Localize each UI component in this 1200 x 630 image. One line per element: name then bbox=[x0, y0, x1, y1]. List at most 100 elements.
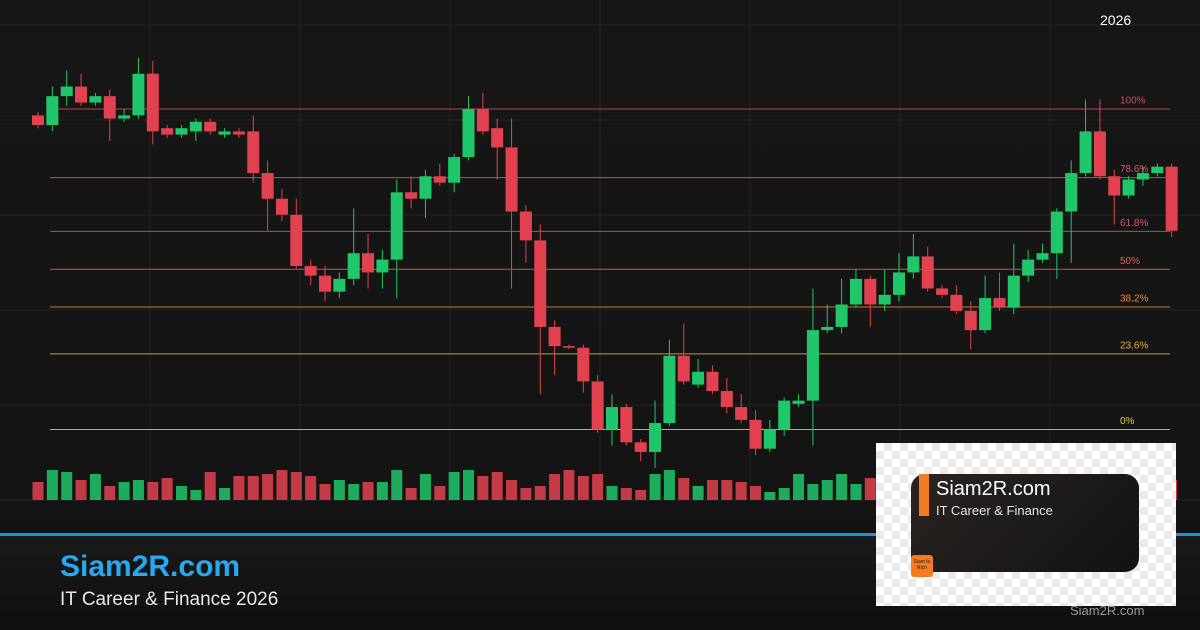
candle-body bbox=[204, 121, 217, 132]
logo-title: Siam2R.com bbox=[936, 478, 1051, 500]
candle-body bbox=[32, 115, 44, 125]
volume-bar bbox=[850, 484, 862, 500]
volume-bar bbox=[132, 480, 144, 500]
candle-body bbox=[46, 96, 59, 125]
volume-bar bbox=[764, 492, 776, 500]
volume-bar bbox=[491, 472, 503, 500]
candle-body bbox=[1036, 253, 1049, 260]
volume-bar bbox=[247, 476, 259, 500]
volume-bar bbox=[147, 482, 159, 500]
candle-body bbox=[1079, 131, 1092, 174]
volume-bar bbox=[735, 482, 747, 500]
candle-body bbox=[390, 192, 403, 260]
brand-title: Siam2R.com bbox=[60, 550, 241, 583]
candle-body bbox=[893, 272, 905, 295]
tagline: IT Career & Finance 2026 bbox=[60, 589, 279, 610]
volume-bar bbox=[750, 486, 761, 500]
candle-body bbox=[577, 347, 590, 382]
volume-bar bbox=[46, 470, 58, 500]
candle-body bbox=[462, 108, 475, 158]
candle-body bbox=[979, 298, 992, 331]
candle-body bbox=[1151, 166, 1164, 174]
fib-label: 100% bbox=[1120, 96, 1146, 107]
candle-body bbox=[806, 330, 819, 401]
candle-body bbox=[189, 121, 202, 132]
candle-body bbox=[491, 128, 504, 148]
volume-bar bbox=[104, 486, 116, 500]
candle-body bbox=[218, 131, 231, 135]
candle-body bbox=[1122, 179, 1135, 196]
volume-bar bbox=[190, 490, 202, 500]
candle-body bbox=[763, 429, 776, 449]
candle-body bbox=[1065, 173, 1078, 212]
logo-panel: Siam2R.com IT Career & Finance Siam to R… bbox=[876, 443, 1176, 606]
watermark: Siam2R.com bbox=[1070, 603, 1145, 618]
fib-label: 61.8% bbox=[1120, 218, 1148, 229]
candle-body bbox=[448, 157, 461, 183]
volume-bar bbox=[864, 478, 876, 500]
volume-bar bbox=[793, 474, 805, 500]
candle-body bbox=[405, 192, 418, 199]
candle-body bbox=[663, 355, 676, 424]
volume-bar bbox=[706, 480, 718, 500]
volume-bar bbox=[391, 470, 403, 500]
candle-body bbox=[433, 176, 446, 183]
volume-bar bbox=[663, 470, 675, 500]
volume-bar bbox=[821, 480, 833, 500]
volume-bar bbox=[463, 470, 474, 500]
candle-body bbox=[132, 73, 145, 116]
candle-body bbox=[548, 326, 561, 347]
candle-body bbox=[1093, 131, 1106, 177]
volume-bar bbox=[592, 474, 604, 500]
volume-bar bbox=[290, 472, 302, 500]
candle-body bbox=[634, 442, 647, 452]
chart: 100% 78.6% 61.8% 50% 38.2% 23.6% 0% bbox=[0, 0, 1200, 501]
fib-label: 78.6% bbox=[1120, 164, 1148, 175]
candle-body bbox=[347, 253, 360, 279]
volume-bar bbox=[176, 486, 187, 500]
volume-bar bbox=[506, 480, 518, 500]
candle-body bbox=[534, 240, 547, 327]
candle-body bbox=[878, 294, 891, 305]
candle-body bbox=[419, 176, 432, 199]
volume-bar bbox=[204, 472, 216, 500]
candle-body bbox=[304, 266, 317, 276]
volume-bar bbox=[161, 478, 173, 500]
candle-body bbox=[591, 381, 604, 430]
logo-accent bbox=[919, 474, 929, 516]
volume-bar bbox=[448, 472, 460, 500]
volume-bar bbox=[233, 476, 245, 500]
volume-bar bbox=[262, 474, 274, 500]
fib-label: 38.2% bbox=[1120, 294, 1148, 305]
candle-body bbox=[1165, 166, 1178, 231]
volume-bar bbox=[678, 478, 690, 500]
volume-bar bbox=[520, 488, 532, 500]
candle-body bbox=[118, 115, 131, 119]
candle-body bbox=[1108, 176, 1121, 196]
volume-bar bbox=[577, 476, 589, 500]
candle-body bbox=[1022, 259, 1035, 276]
candle-body bbox=[849, 278, 862, 305]
volume-bar bbox=[89, 474, 101, 500]
candle-body bbox=[907, 256, 920, 273]
volume-bar bbox=[276, 470, 288, 500]
volume-bar bbox=[32, 482, 44, 500]
volume-bar bbox=[692, 486, 704, 500]
volume-bar bbox=[563, 470, 575, 500]
candle-body bbox=[706, 371, 719, 392]
candle-body bbox=[921, 256, 934, 289]
volume-bar bbox=[75, 480, 87, 500]
candle-body bbox=[606, 407, 618, 430]
volume-bar bbox=[807, 484, 819, 500]
candle-body bbox=[1050, 211, 1063, 254]
candle-body bbox=[261, 173, 274, 199]
candle-body bbox=[232, 131, 245, 135]
logo-card bbox=[911, 474, 1139, 572]
volume-bar bbox=[635, 490, 647, 500]
candle-body bbox=[835, 304, 848, 327]
candle-body bbox=[993, 298, 1006, 308]
candle-body bbox=[821, 326, 834, 331]
candle-body bbox=[362, 253, 375, 273]
candle-body bbox=[505, 147, 518, 212]
